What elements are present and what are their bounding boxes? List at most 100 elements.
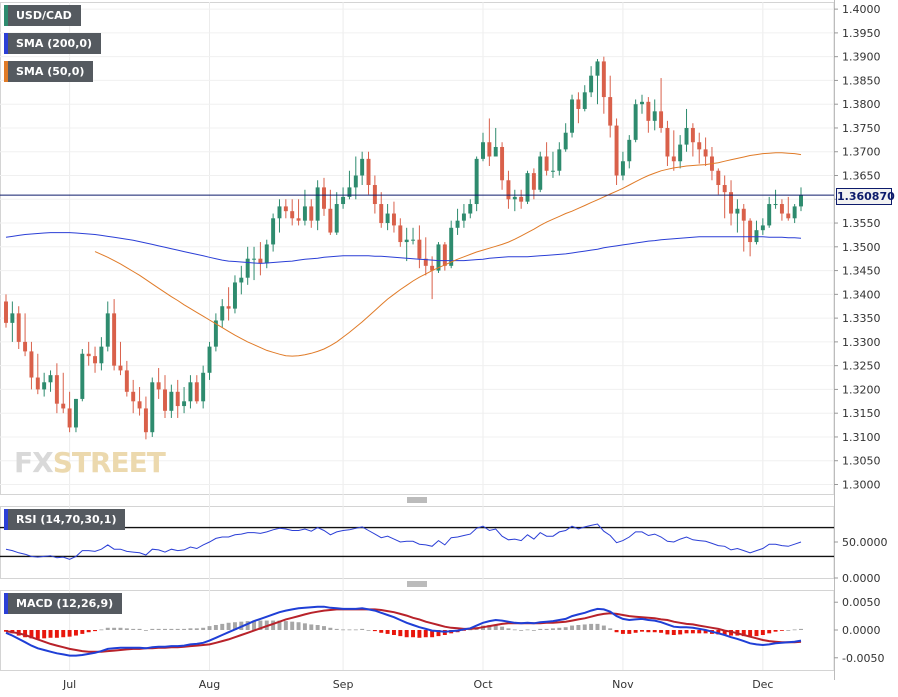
candle-body	[35, 377, 40, 390]
candle-body	[487, 142, 492, 157]
watermark-street: STREET	[52, 446, 166, 479]
macd-histogram-bar	[716, 630, 721, 635]
macd-histogram-bar	[226, 622, 231, 630]
candle	[722, 175, 727, 219]
candle-body	[550, 170, 555, 172]
macd-histogram-bar	[614, 630, 619, 633]
candle-body	[67, 408, 72, 428]
macd-histogram-bar	[493, 625, 498, 630]
candle	[353, 156, 358, 200]
candle-body	[143, 408, 148, 433]
candle-body	[156, 382, 161, 390]
candle-body	[379, 204, 384, 224]
candle	[48, 370, 53, 392]
macd-histogram-bar	[220, 623, 225, 630]
candle	[379, 192, 384, 228]
legend-symbol: USD/CAD	[4, 5, 81, 26]
macd-histogram-bar	[137, 628, 142, 630]
candle-body	[411, 239, 416, 241]
candle	[194, 375, 199, 404]
macd-histogram-bar	[531, 630, 536, 631]
candle	[169, 384, 174, 418]
candle-body	[169, 391, 174, 411]
sma200-line	[5, 232, 802, 264]
candle-body	[391, 213, 396, 226]
candle-body	[398, 225, 403, 243]
candle	[442, 242, 447, 271]
candle	[760, 218, 765, 235]
macd-histogram-bar	[792, 629, 797, 631]
candle	[576, 92, 581, 124]
candle-body	[595, 61, 600, 76]
candle-body	[112, 313, 117, 366]
price-tick-label: 1.3750	[842, 122, 881, 135]
rsi-tick-label: 0.0000	[842, 572, 881, 585]
candle-body	[799, 194, 803, 207]
candle-body	[748, 220, 753, 243]
legend-macd-label: MACD (12,26,9)	[16, 597, 114, 610]
macd-histogram-bar	[678, 630, 683, 635]
macd-histogram-bar	[379, 630, 384, 633]
macd-histogram-bar	[93, 630, 98, 632]
candle-body	[239, 277, 244, 283]
candle	[54, 363, 59, 414]
candle	[614, 118, 619, 186]
candle	[80, 349, 85, 402]
price-tick-label: 1.3000	[842, 478, 881, 491]
candle	[347, 170, 352, 200]
macd-histogram-bar	[86, 630, 91, 633]
macd-histogram-bar	[201, 627, 206, 630]
candle-body	[213, 320, 218, 347]
x-tick-aug: Aug	[199, 678, 220, 691]
macd-histogram-bar	[188, 628, 193, 630]
candle-body	[372, 185, 377, 205]
price-tick-label: 1.3300	[842, 336, 881, 349]
candle-body	[741, 208, 746, 221]
macd-histogram-bar	[42, 630, 47, 639]
candle-body	[608, 97, 613, 126]
macd-histogram-bar	[131, 628, 136, 630]
candle	[277, 199, 282, 233]
candle	[493, 127, 498, 157]
candle-body	[671, 156, 676, 162]
macd-histogram-bar	[347, 629, 352, 631]
candle	[271, 213, 276, 252]
candle	[131, 379, 136, 414]
candle-body	[449, 227, 454, 266]
candle-body	[461, 213, 466, 221]
candle	[315, 180, 320, 231]
candle	[360, 151, 365, 186]
macd-histogram-bar	[385, 630, 390, 634]
candle	[754, 220, 759, 245]
candle	[430, 256, 435, 300]
candle	[334, 192, 339, 235]
candle-body	[366, 158, 371, 186]
candle	[283, 199, 288, 219]
candle-body	[188, 382, 193, 402]
candle-body	[353, 175, 358, 188]
macd-histogram-bar	[322, 626, 326, 630]
macd-histogram-bar	[207, 626, 212, 630]
macd-histogram-bar	[767, 630, 772, 634]
price-tick-label: 1.3550	[842, 217, 881, 230]
candle-body	[678, 144, 683, 162]
macd-histogram-bar	[799, 628, 803, 630]
macd-histogram-bar	[671, 630, 676, 635]
candle	[538, 151, 543, 193]
candle	[519, 189, 524, 209]
candle	[328, 189, 333, 235]
macd-histogram-bar	[80, 630, 85, 634]
candle	[678, 135, 683, 169]
price-tick-label: 1.3450	[842, 265, 881, 278]
candle-body	[716, 170, 721, 186]
candle	[42, 372, 47, 397]
macd-histogram-bar	[665, 630, 670, 635]
candle	[29, 341, 34, 390]
macd-histogram-bar	[773, 630, 778, 632]
macd-histogram-bar	[690, 630, 695, 634]
candle-body	[226, 306, 231, 309]
macd-histogram-bar	[430, 630, 435, 638]
candle	[633, 99, 638, 143]
candle-body	[792, 206, 797, 219]
price-tick-label: 1.3100	[842, 431, 881, 444]
